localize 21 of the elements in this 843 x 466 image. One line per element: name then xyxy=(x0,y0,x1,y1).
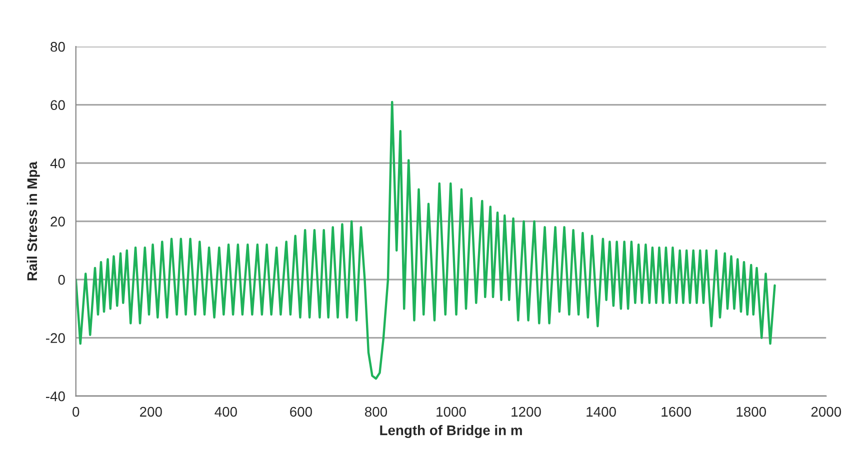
y-tick-label: 80 xyxy=(50,42,65,52)
y-tick-label: 20 xyxy=(50,216,65,227)
y-tick-label: -40 xyxy=(46,391,65,402)
y-tick-label: 0 xyxy=(58,274,65,285)
y-axis-title: Rail Stress in Mpa xyxy=(26,161,40,280)
x-tick-label: 1800 xyxy=(736,406,766,417)
x-tick-label: 200 xyxy=(140,406,162,417)
x-tick-label: 1200 xyxy=(512,406,541,417)
y-tick-label: -20 xyxy=(46,333,65,344)
x-tick-label: 400 xyxy=(214,406,237,417)
x-tick-label: 2000 xyxy=(811,406,842,417)
y-tick-label: 40 xyxy=(50,158,65,168)
x-tick-label: 0 xyxy=(72,406,80,417)
x-tick-label: 1400 xyxy=(586,406,616,417)
x-tick-label: 600 xyxy=(290,406,312,417)
x-tick-label: 1600 xyxy=(662,406,691,417)
x-axis-title: Length of Bridge in m xyxy=(380,425,522,438)
x-tick-label: 800 xyxy=(364,406,388,417)
x-tick-label: 1000 xyxy=(436,406,466,417)
y-tick-label: 60 xyxy=(50,100,65,110)
line-series xyxy=(76,100,776,380)
